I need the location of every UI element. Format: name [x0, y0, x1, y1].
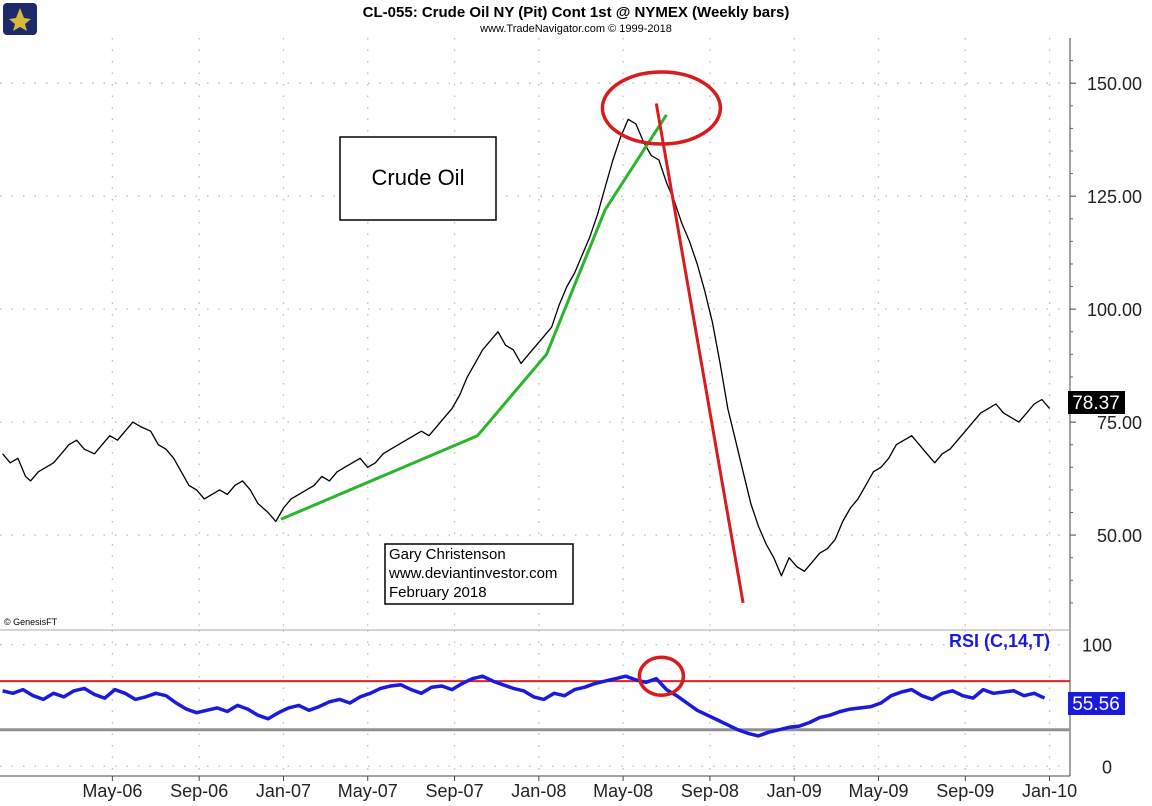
rsi-tick-label: 100: [1082, 636, 1112, 656]
price-last-value-badge: 78.37: [1068, 391, 1125, 414]
chart-subtitle: www.TradeNavigator.com © 1999-2018: [479, 23, 672, 35]
date-tick-label: May-06: [82, 781, 142, 801]
rsi-last-value-badge: 55.56: [1068, 692, 1125, 715]
rsi-series-line: [2, 674, 1046, 738]
date-tick-label: May-07: [338, 781, 398, 801]
price-tick-label: 150.00: [1087, 74, 1142, 94]
credit-date: February 2018: [389, 584, 487, 601]
chart-title: CL-055: Crude Oil NY (Pit) Cont 1st @ NY…: [363, 4, 790, 21]
date-tick-label: Sep-09: [936, 781, 994, 801]
crude-oil-label-box: Crude Oil: [339, 136, 497, 221]
rsi-label: RSI (C,14,T): [949, 631, 1050, 651]
date-tick-label: Jan-07: [256, 781, 311, 801]
price-series-line: [2, 118, 1051, 577]
genesis-copyright: © GenesisFT: [4, 617, 58, 627]
price-tick-label: 100.00: [1087, 300, 1142, 320]
green-trendline: [280, 113, 668, 521]
trendlines: [280, 103, 745, 604]
date-tick-label: May-08: [593, 781, 653, 801]
price-last-value: 78.37: [1072, 393, 1120, 414]
credit-website: www.deviantinvestor.com: [388, 565, 557, 582]
crude-oil-label: Crude Oil: [372, 165, 465, 190]
date-tick-label: May-09: [848, 781, 908, 801]
rsi-panel-grid: [0, 630, 1070, 776]
red-trendline: [654, 103, 745, 604]
rsi-peak-highlight-circle: [637, 655, 686, 697]
date-tick-label: Sep-07: [426, 781, 484, 801]
credit-author: Gary Christenson: [389, 546, 506, 563]
rsi-last-value: 55.56: [1072, 694, 1120, 715]
date-tick-label: Sep-08: [681, 781, 739, 801]
date-tick-label: Jan-09: [767, 781, 822, 801]
price-tick-label: 125.00: [1087, 187, 1142, 207]
date-tick-label: Jan-10: [1022, 781, 1077, 801]
main-panel-grid: [0, 38, 1070, 630]
date-tick-label: Sep-06: [170, 781, 228, 801]
rsi-y-axis: 100 0: [1082, 636, 1112, 778]
trade-navigator-logo: [3, 3, 37, 35]
date-tick-label: Jan-08: [511, 781, 566, 801]
price-y-axis: 150.00 125.00 100.00 75.00 50.00: [1070, 60, 1142, 604]
rsi-tick-label: 0: [1102, 757, 1112, 777]
credit-box: Gary Christenson www.deviantinvestor.com…: [384, 543, 574, 605]
price-tick-label: 75.00: [1097, 413, 1142, 433]
date-x-axis: May-06 Sep-06 Jan-07 May-07 Sep-07 Jan-08 May-…: [82, 776, 1077, 801]
peak-highlight-circle: [600, 70, 723, 146]
price-tick-label: 50.00: [1097, 526, 1142, 546]
